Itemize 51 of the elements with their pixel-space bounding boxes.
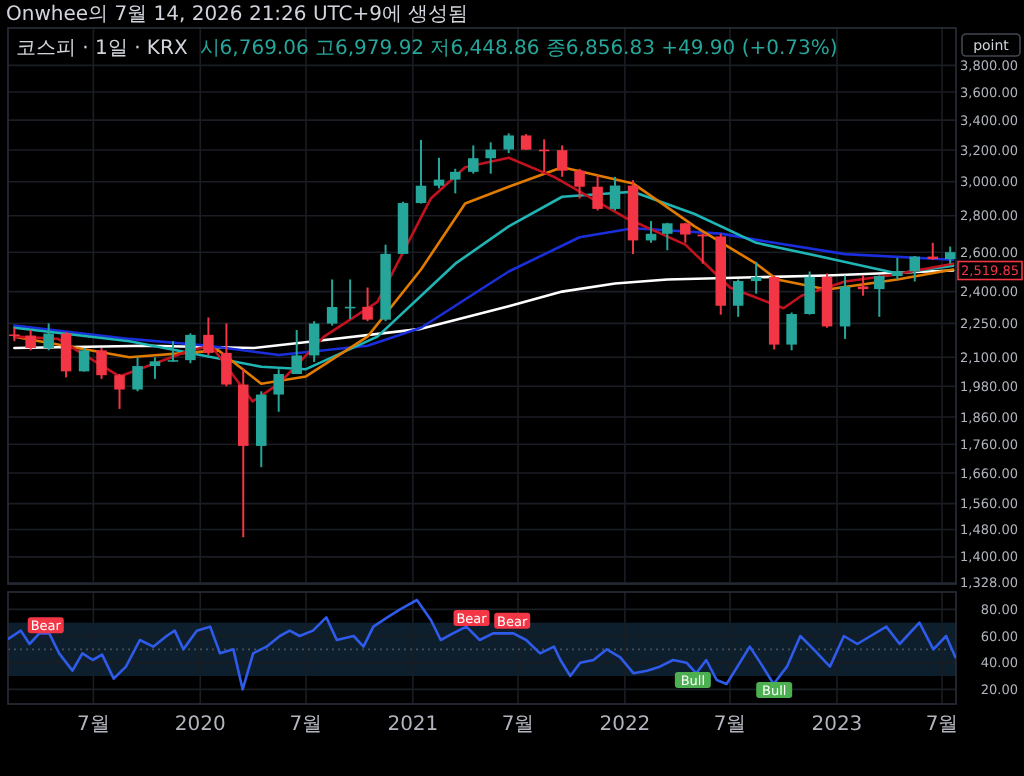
candlestick [60, 331, 72, 379]
candlestick [167, 340, 179, 364]
candlestick [485, 141, 496, 175]
x-tick-label: 2023 [811, 714, 863, 736]
candlestick [132, 356, 143, 393]
x-tick-label: 2022 [599, 714, 651, 736]
line-series [13, 190, 955, 371]
candlestick [433, 156, 445, 190]
candlestick [96, 347, 107, 380]
text: Onwhee의 7월 14, 2026 21:26 UTC+9에 생성됨 [6, 4, 469, 26]
candlestick [25, 328, 36, 352]
x-tick-label: 7월 [925, 714, 959, 736]
candlestick [221, 322, 232, 388]
line-series [13, 226, 955, 357]
candlestick [609, 175, 621, 212]
candlestick [592, 174, 603, 212]
candlestick [308, 320, 320, 364]
candlestick [750, 260, 762, 295]
candlestick [839, 274, 851, 340]
candlestick [892, 256, 903, 281]
candlestick [114, 373, 125, 410]
candlestick [556, 144, 568, 178]
candlestick [78, 347, 90, 373]
candlestick [43, 322, 54, 352]
text: 코스피 · 1일 · KRX [16, 38, 188, 60]
candlestick [786, 311, 797, 352]
candlestick [362, 286, 373, 323]
candlestick [874, 274, 885, 318]
candlestick [857, 274, 869, 297]
x-tick-label: 2020 [174, 714, 226, 736]
candlestick [203, 316, 214, 356]
x-tick-label: 7월 [77, 714, 110, 736]
candlestick [326, 278, 338, 327]
x-tick-label: 7월 [501, 714, 535, 736]
candlestick [185, 332, 196, 365]
candlestick [450, 167, 461, 195]
candlestick [503, 132, 514, 155]
candlestick [804, 270, 815, 316]
x-tick-label: 2021 [387, 714, 439, 736]
x-tick-label: 7월 [713, 714, 747, 736]
text: 시6,769.06 고6,979.92 저6,448.86 종6,856.83 +49.90 (+0.73%) [199, 38, 838, 60]
candlestick [662, 221, 673, 252]
candlestick [273, 368, 284, 413]
x-tick-label: 7월 [289, 714, 323, 736]
candlestick [149, 356, 161, 380]
candlestick [468, 144, 479, 175]
candlestick [574, 167, 585, 200]
candlestick [291, 328, 302, 376]
candlestick [415, 138, 427, 205]
candlestick [732, 278, 744, 318]
candlestick [909, 255, 921, 283]
